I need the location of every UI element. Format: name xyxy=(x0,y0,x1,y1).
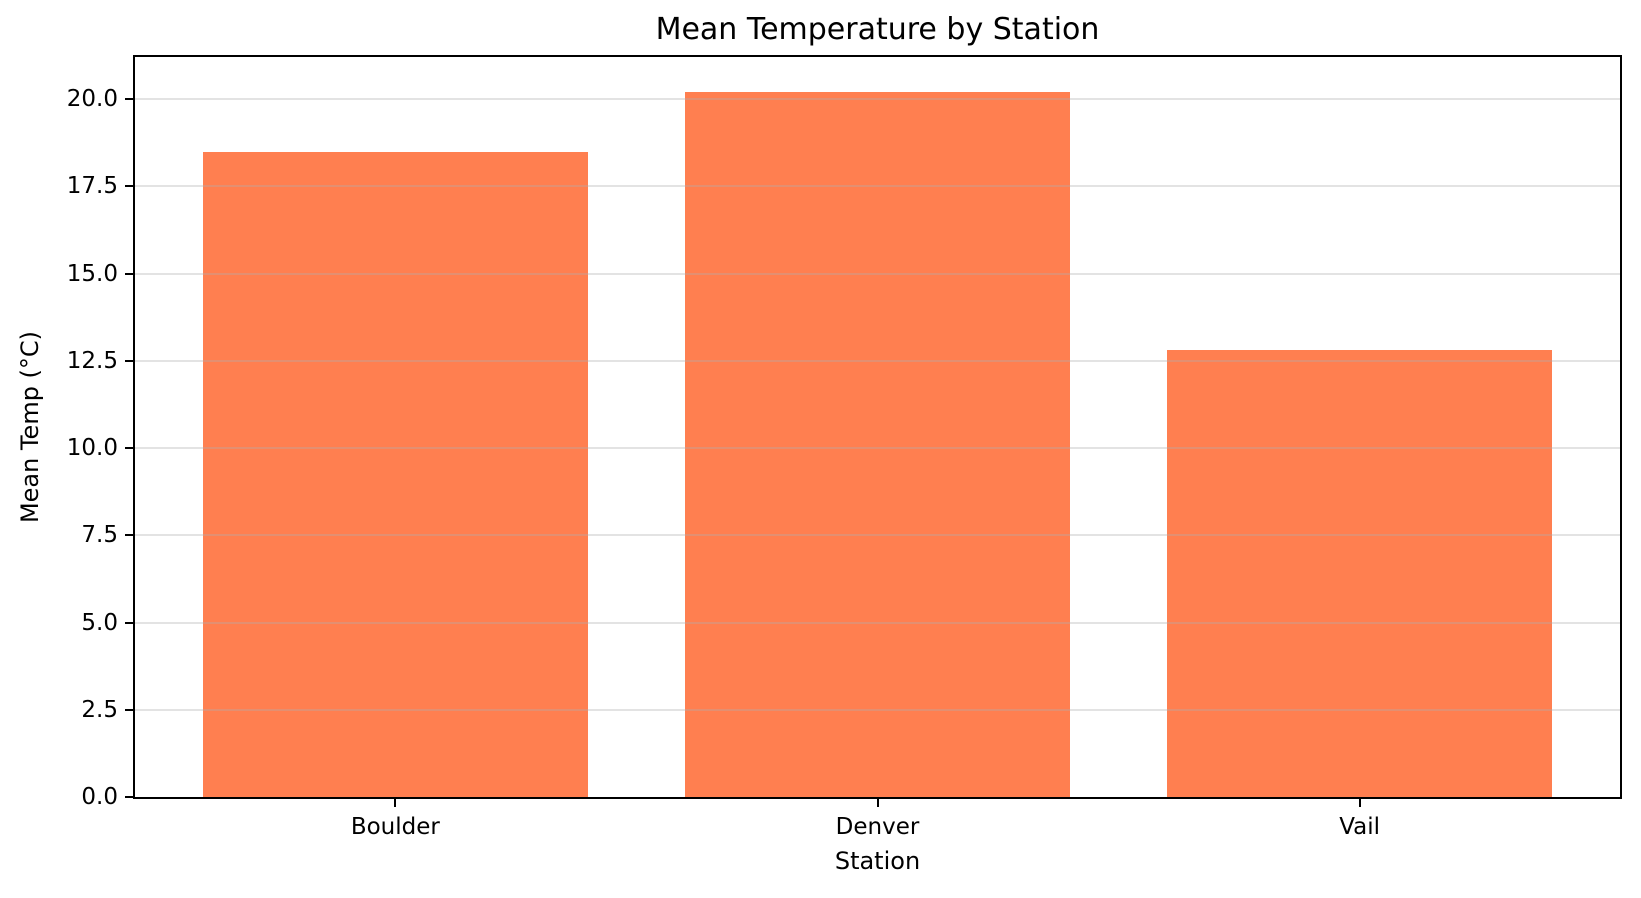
y-axis-label: Mean Temp (°C) xyxy=(16,330,44,524)
y-tick-label: 0.0 xyxy=(81,784,118,810)
x-tick-label-vail: Vail xyxy=(1339,814,1381,840)
y-tick-label: 12.5 xyxy=(66,347,118,374)
y-tick-label: 20.0 xyxy=(66,86,118,113)
y-tick-label: 7.5 xyxy=(81,522,118,549)
x-tick-mark xyxy=(876,799,879,807)
x-tick-label-boulder: Boulder xyxy=(350,814,440,840)
y-tick-mark xyxy=(125,185,133,188)
plot-area xyxy=(133,55,1622,799)
y-tick-mark xyxy=(125,447,133,450)
x-axis-label: Station xyxy=(834,847,921,875)
bar-vail xyxy=(1166,350,1553,797)
chart-title: Mean Temperature by Station xyxy=(655,12,1100,47)
bar-denver xyxy=(684,92,1071,797)
y-tick-label: 17.5 xyxy=(66,173,118,200)
x-tick-mark xyxy=(394,799,397,807)
x-tick-label-denver: Denver xyxy=(835,814,920,840)
y-tick-label: 15.0 xyxy=(66,260,118,287)
y-tick-label: 5.0 xyxy=(81,609,118,636)
y-tick-mark xyxy=(125,708,133,711)
x-tick-mark xyxy=(1358,799,1361,807)
y-tick-mark xyxy=(125,621,133,624)
y-tick-mark xyxy=(125,359,133,362)
y-tick-mark xyxy=(125,796,133,798)
y-tick-mark xyxy=(125,534,133,537)
y-tick-mark xyxy=(125,272,133,275)
y-tick-label: 10.0 xyxy=(66,435,118,462)
bar-boulder xyxy=(202,151,589,797)
y-tick-label: 2.5 xyxy=(81,696,118,723)
y-tick-mark xyxy=(125,98,133,101)
